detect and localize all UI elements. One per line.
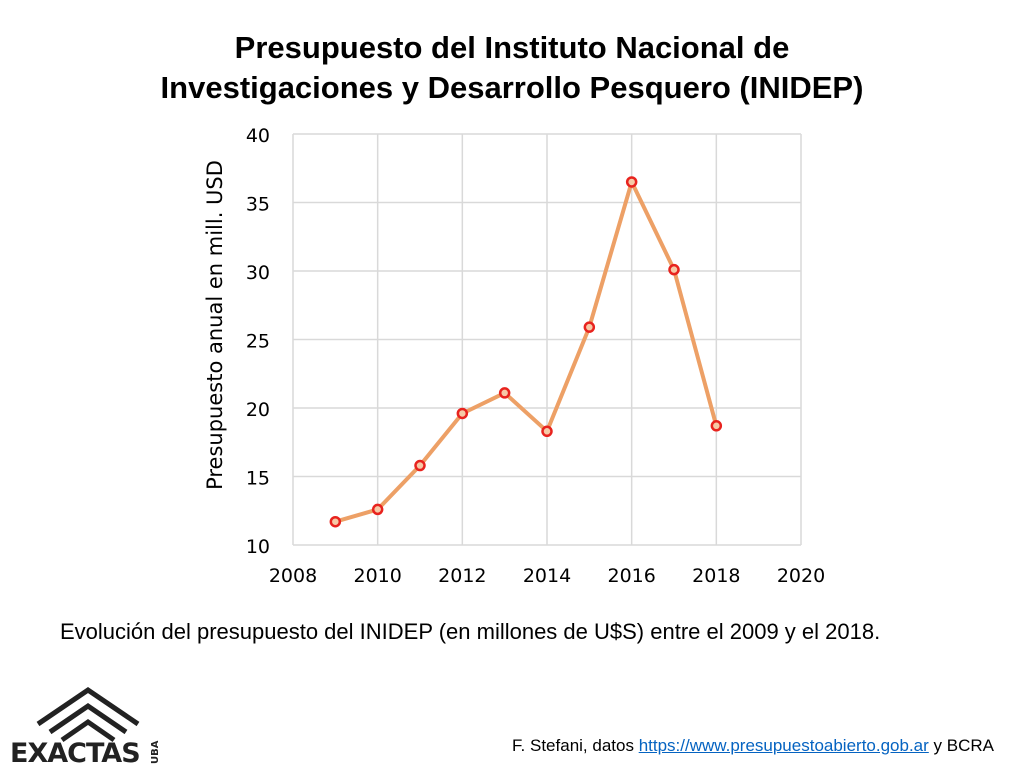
y-tick-label: 40 bbox=[246, 125, 270, 147]
source-prefix: F. Stefani, datos bbox=[512, 736, 639, 755]
x-tick-labels: 2008 2010 2012 2014 2016 2018 2020 bbox=[269, 565, 825, 587]
y-tick-labels: 10 15 20 25 30 35 40 bbox=[246, 125, 270, 558]
y-axis-label: Presupuesto anual en mill. USD bbox=[203, 160, 227, 490]
y-tick-label: 30 bbox=[246, 262, 270, 284]
logo-roof-icon bbox=[36, 686, 140, 743]
source-note: F. Stefani, datos https://www.presupuest… bbox=[512, 736, 994, 756]
caption: Evolución del presupuesto del INIDEP (en… bbox=[60, 619, 881, 644]
y-tick-label: 20 bbox=[246, 399, 270, 421]
title-line-2: Investigaciones y Desarrollo Pesquero (I… bbox=[160, 70, 864, 105]
y-tick-label: 10 bbox=[246, 536, 270, 558]
logo-side-text: UBA bbox=[150, 740, 161, 764]
x-tick-label: 2012 bbox=[438, 565, 486, 587]
data-point bbox=[371, 503, 384, 516]
chart-title: Presupuesto del Instituto Nacional de In… bbox=[0, 28, 1024, 108]
data-point bbox=[541, 425, 553, 438]
data-point bbox=[583, 321, 596, 333]
title-line-1: Presupuesto del Instituto Nacional de bbox=[234, 30, 790, 65]
data-point bbox=[710, 420, 723, 432]
series-markers bbox=[329, 176, 723, 528]
data-point bbox=[414, 459, 426, 472]
x-tick-label: 2014 bbox=[523, 565, 571, 587]
x-tick-label: 2018 bbox=[692, 565, 740, 587]
y-tick-label: 35 bbox=[246, 194, 270, 216]
data-point bbox=[625, 176, 638, 188]
x-tick-label: 2008 bbox=[269, 565, 317, 587]
y-tick-label: 25 bbox=[246, 331, 270, 353]
source-suffix: y BCRA bbox=[928, 736, 994, 755]
exactas-uba-logo: EXACTAS UBA bbox=[10, 686, 161, 766]
x-tick-label: 2016 bbox=[607, 565, 655, 587]
y-tick-label: 15 bbox=[246, 468, 270, 490]
data-point bbox=[329, 515, 342, 528]
x-tick-label: 2010 bbox=[353, 565, 401, 587]
x-tick-label: 2020 bbox=[777, 565, 825, 587]
data-point bbox=[498, 387, 511, 399]
data-point bbox=[456, 407, 469, 420]
logo-main-text: EXACTAS bbox=[10, 738, 140, 766]
series-line bbox=[333, 179, 719, 524]
data-point bbox=[668, 263, 680, 276]
chart-grid bbox=[292, 133, 802, 546]
source-link[interactable]: https://www.presupuestoabierto.gob.ar bbox=[638, 736, 929, 755]
